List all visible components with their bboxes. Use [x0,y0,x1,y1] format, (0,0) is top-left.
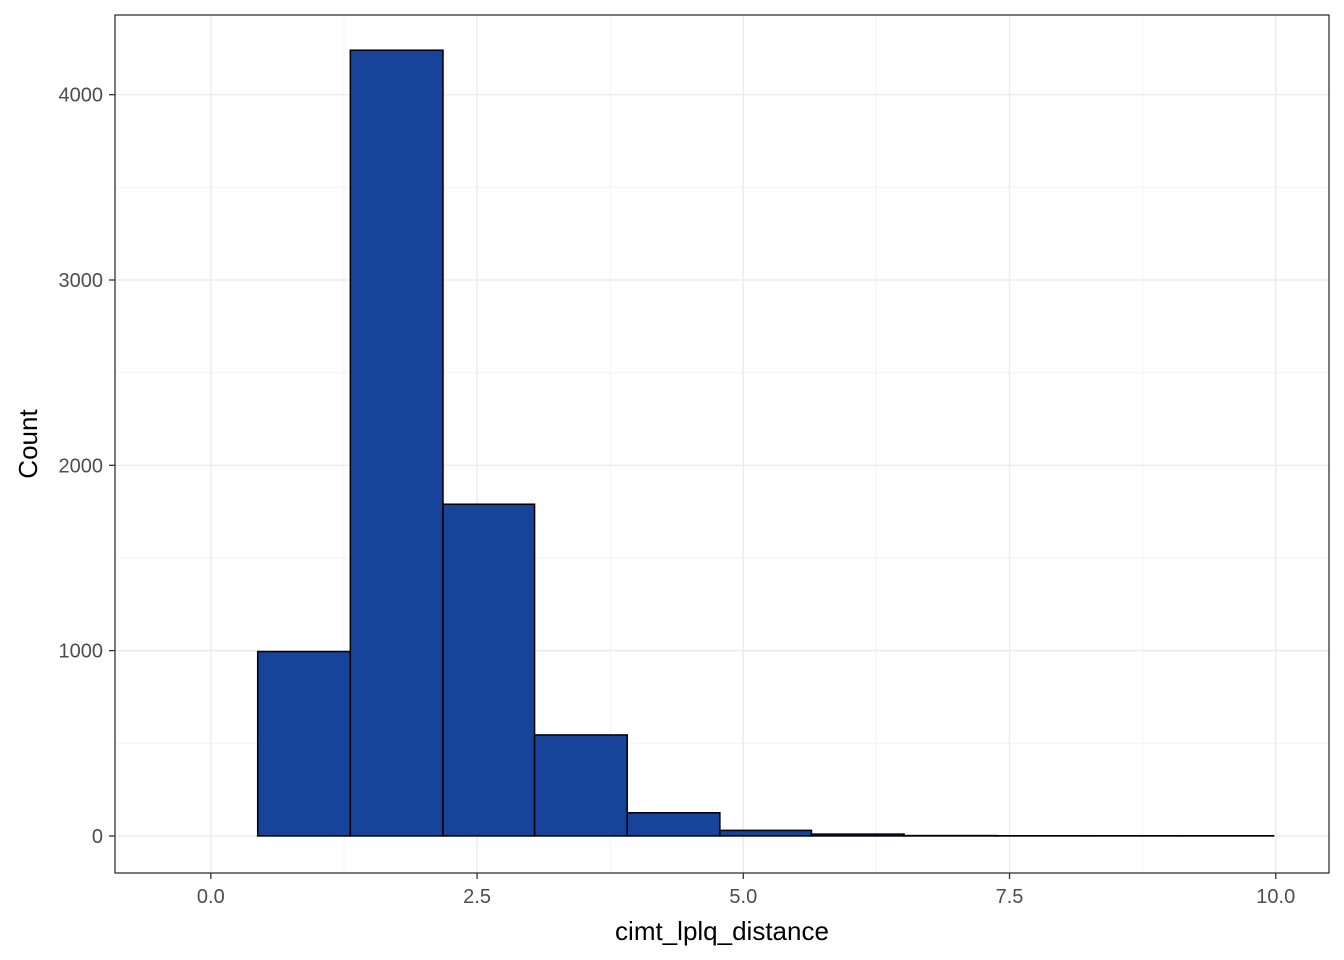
y-tick-label: 0 [92,826,103,848]
y-tick-label: 3000 [59,270,104,292]
minor-gridlines [115,15,1329,873]
x-axis-ticks: 0.0 2.5 5.0 7.5 10.0 [197,873,1295,908]
y-tick-label: 4000 [59,85,104,107]
x-tick-label: 7.5 [996,886,1024,908]
histogram-bar-3 [349,49,444,837]
x-tick-label: 5.0 [729,886,757,908]
histogram-bar-4 [442,503,536,837]
histogram-bar-5 [533,734,628,837]
histogram-bar-6 [626,812,721,837]
x-axis-title: cimt_lplq_distance [615,916,829,946]
y-axis-ticks: 0 1000 2000 3000 4000 [59,85,115,848]
x-tick-label: 0.0 [197,886,225,908]
y-tick-label: 2000 [59,455,104,477]
x-tick-label: 10.0 [1256,886,1295,908]
histogram-bar-8 [810,833,905,837]
plot-panel-border [114,14,1330,874]
histogram-bar-7 [719,829,813,837]
histogram-bar-2 [256,650,352,837]
x-tick-label: 2.5 [463,886,491,908]
y-tick-label: 1000 [59,641,104,663]
y-axis-title: Count [13,409,43,479]
histogram-bars [256,49,1275,837]
